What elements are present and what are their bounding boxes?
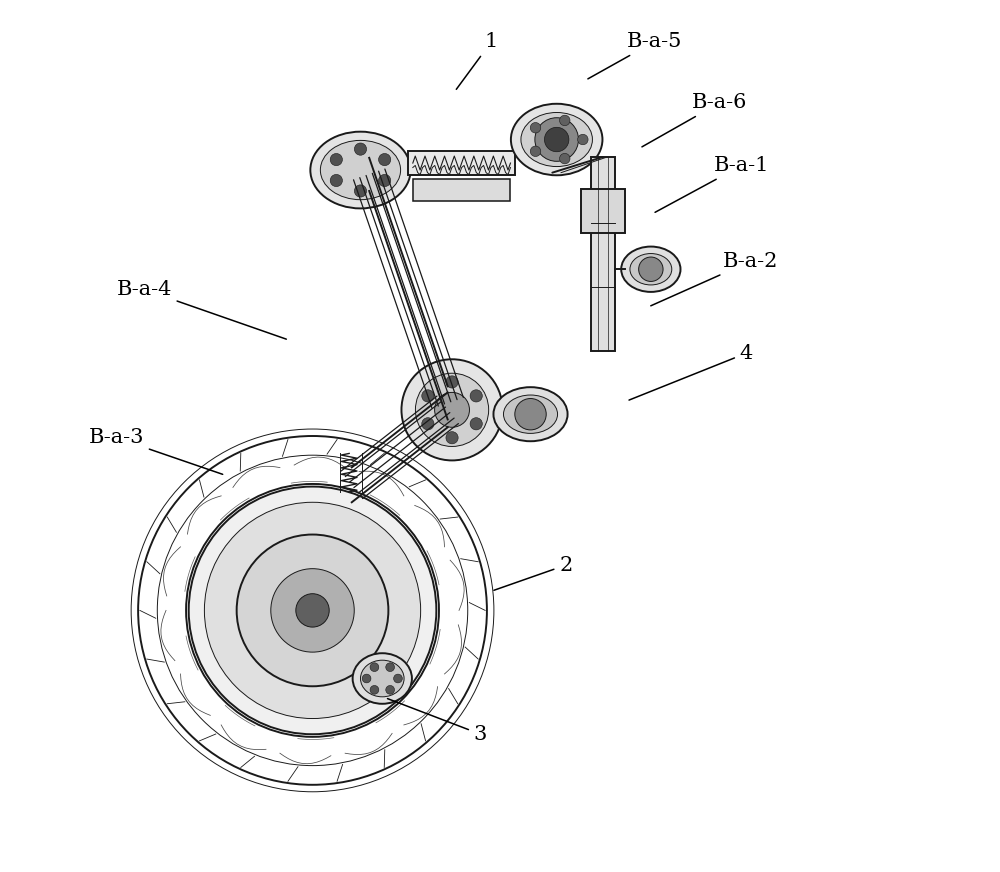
- Circle shape: [470, 390, 482, 402]
- Circle shape: [446, 432, 458, 444]
- Circle shape: [530, 122, 541, 133]
- Circle shape: [354, 143, 367, 155]
- FancyBboxPatch shape: [413, 180, 510, 201]
- Circle shape: [530, 146, 541, 157]
- Ellipse shape: [503, 395, 558, 433]
- Circle shape: [354, 185, 367, 197]
- Circle shape: [189, 487, 436, 734]
- FancyBboxPatch shape: [581, 189, 625, 233]
- Circle shape: [435, 392, 469, 427]
- Ellipse shape: [630, 254, 672, 285]
- Text: 1: 1: [456, 32, 498, 89]
- Ellipse shape: [320, 140, 401, 200]
- Circle shape: [204, 502, 421, 719]
- Text: B-a-1: B-a-1: [655, 156, 769, 212]
- Circle shape: [639, 257, 663, 282]
- Text: B-a-6: B-a-6: [642, 93, 747, 146]
- Circle shape: [386, 685, 394, 694]
- Circle shape: [370, 685, 379, 694]
- Ellipse shape: [310, 132, 411, 208]
- Circle shape: [422, 418, 434, 430]
- Text: B-a-5: B-a-5: [588, 32, 682, 78]
- Circle shape: [535, 118, 578, 161]
- Circle shape: [330, 153, 342, 166]
- Ellipse shape: [521, 112, 592, 167]
- Circle shape: [330, 174, 342, 187]
- Circle shape: [401, 359, 503, 460]
- Circle shape: [544, 127, 569, 152]
- Text: B-a-3: B-a-3: [88, 428, 223, 474]
- FancyBboxPatch shape: [408, 151, 515, 175]
- Circle shape: [470, 418, 482, 430]
- Circle shape: [446, 376, 458, 388]
- Text: B-a-2: B-a-2: [651, 252, 778, 306]
- Circle shape: [379, 174, 391, 187]
- Circle shape: [578, 134, 588, 145]
- Text: 3: 3: [387, 698, 487, 744]
- Circle shape: [394, 674, 402, 683]
- Circle shape: [237, 535, 388, 686]
- Text: B-a-4: B-a-4: [116, 280, 286, 339]
- Circle shape: [379, 153, 391, 166]
- Ellipse shape: [511, 104, 602, 175]
- Ellipse shape: [353, 653, 412, 704]
- Ellipse shape: [493, 387, 568, 441]
- Circle shape: [296, 594, 329, 627]
- Circle shape: [386, 663, 394, 671]
- Ellipse shape: [621, 247, 681, 292]
- Ellipse shape: [360, 660, 404, 697]
- Text: 4: 4: [629, 344, 753, 400]
- Circle shape: [271, 569, 354, 652]
- FancyBboxPatch shape: [591, 157, 615, 351]
- Circle shape: [362, 674, 371, 683]
- Circle shape: [515, 399, 546, 430]
- Text: 2: 2: [494, 555, 573, 590]
- Circle shape: [370, 663, 379, 671]
- Circle shape: [422, 390, 434, 402]
- Circle shape: [560, 115, 570, 126]
- Circle shape: [415, 373, 489, 446]
- Circle shape: [560, 153, 570, 164]
